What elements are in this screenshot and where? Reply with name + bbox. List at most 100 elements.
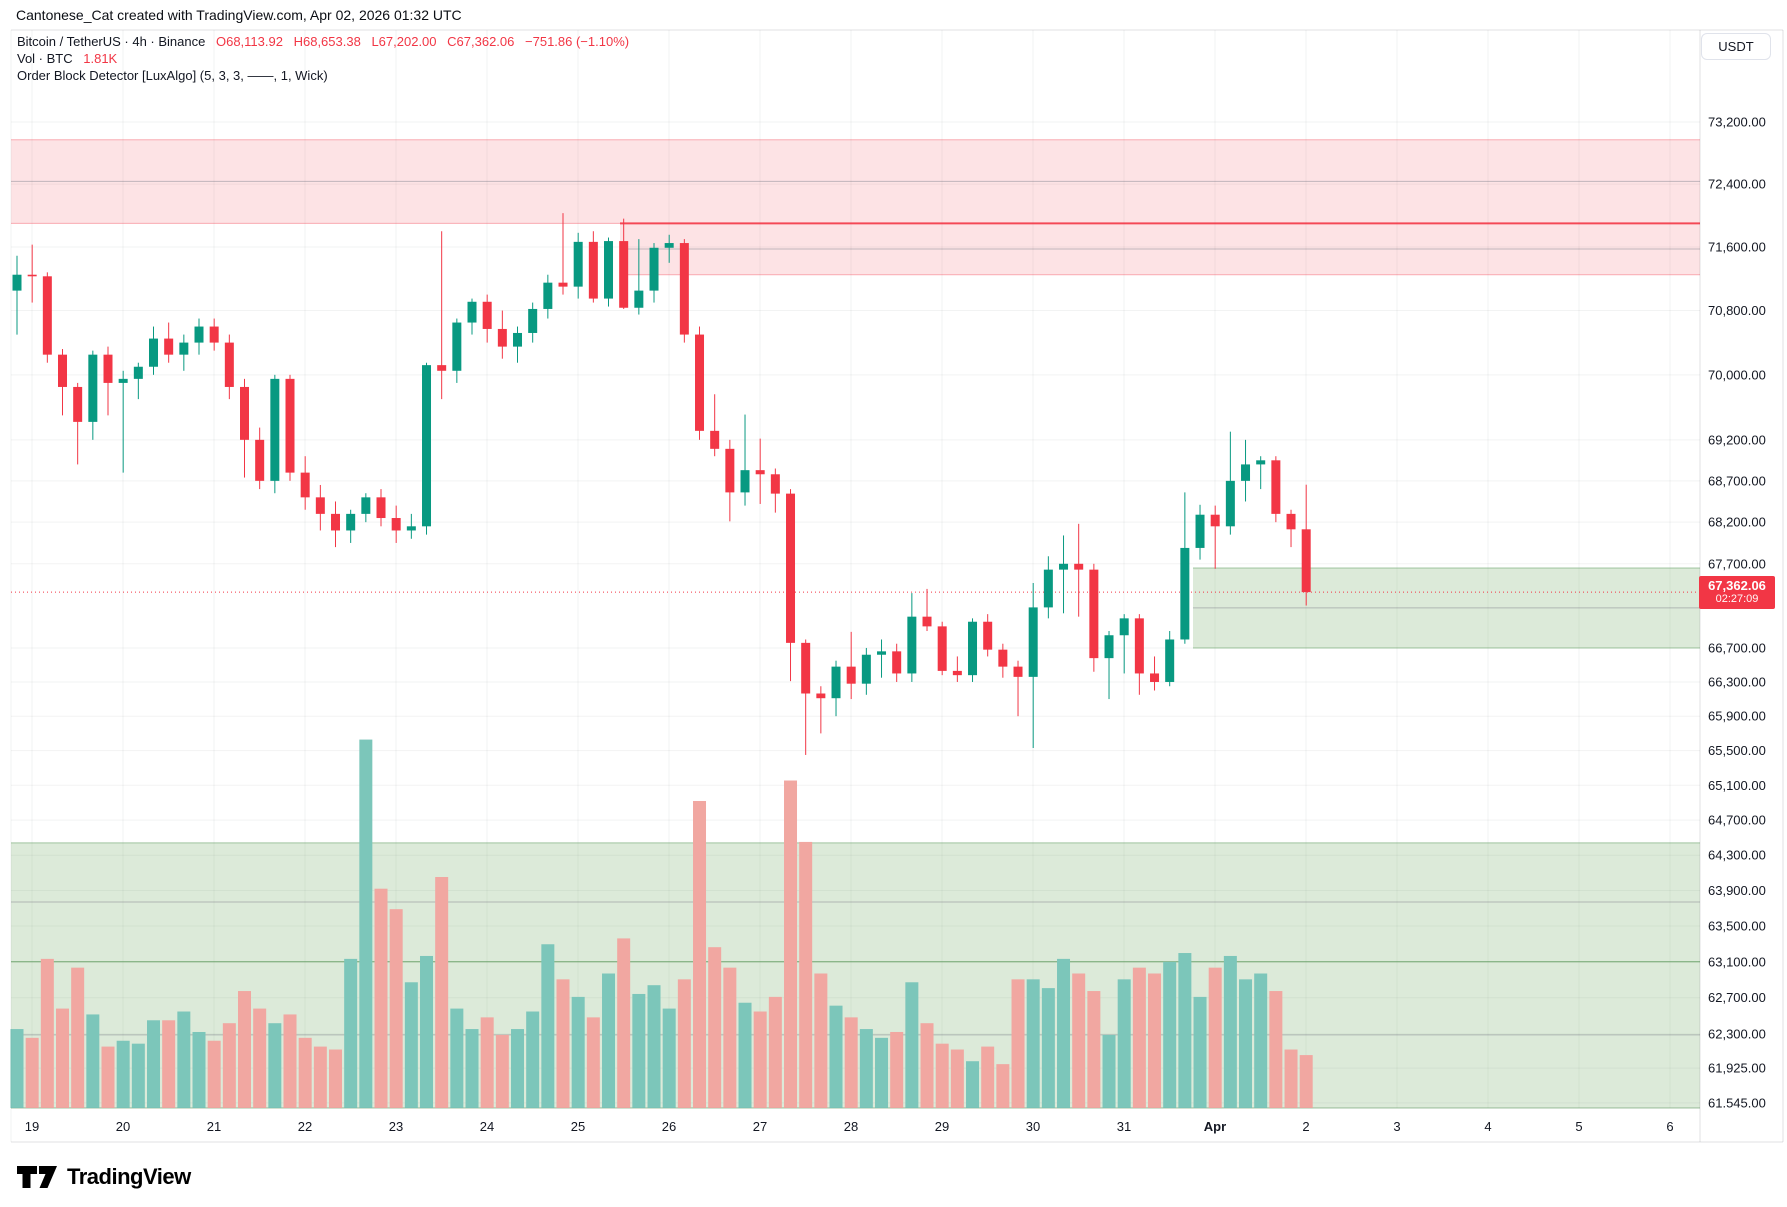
candle-body[interactable] [831,666,841,699]
candle-body[interactable] [1210,514,1220,527]
candle-body[interactable] [816,693,826,699]
candle-body[interactable] [619,241,629,308]
candle-body[interactable] [755,470,765,475]
price-axis-label[interactable]: 70,800.00 [1708,303,1766,318]
date-axis-label[interactable]: 4 [1484,1119,1491,1134]
candle-body[interactable] [1286,513,1296,530]
price-axis-label[interactable]: 70,000.00 [1708,367,1766,382]
date-axis-label[interactable]: 27 [753,1119,767,1134]
candle-body[interactable] [1043,569,1053,608]
date-axis-label[interactable]: 19 [25,1119,39,1134]
date-axis-label[interactable]: 25 [571,1119,585,1134]
candle-body[interactable] [315,497,325,514]
candle-body[interactable] [513,332,523,347]
candle-body[interactable] [1089,569,1099,659]
price-axis-label[interactable]: 73,200.00 [1708,115,1766,130]
candle-body[interactable] [149,338,159,367]
candle-body[interactable] [240,386,250,440]
price-axis-label[interactable]: 68,200.00 [1708,515,1766,530]
price-axis-label[interactable]: 66,700.00 [1708,640,1766,655]
price-axis-label[interactable]: 63,900.00 [1708,883,1766,898]
date-axis-label[interactable]: 5 [1575,1119,1582,1134]
price-axis-label[interactable]: 65,900.00 [1708,709,1766,724]
date-axis-label[interactable]: 24 [480,1119,494,1134]
volume-legend-row[interactable]: Vol · BTC 1.81K [17,50,629,67]
candle-body[interactable] [361,497,371,514]
candle-body[interactable] [1256,460,1266,465]
candle-body[interactable] [1165,639,1175,682]
candle-body[interactable] [907,616,917,674]
candle-body[interactable] [1271,460,1281,514]
date-axis-label[interactable]: 20 [116,1119,130,1134]
candle-body[interactable] [27,274,37,277]
candle-body[interactable] [42,276,52,355]
candle-body[interactable] [285,378,295,473]
currency-toggle-button[interactable]: USDT [1701,33,1771,60]
candle-body[interactable] [543,282,553,309]
date-axis-label[interactable]: Apr [1204,1119,1226,1134]
price-axis-label[interactable]: 68,700.00 [1708,473,1766,488]
candle-body[interactable] [118,378,128,383]
date-axis-label[interactable]: 29 [935,1119,949,1134]
candle-body[interactable] [1225,480,1235,527]
price-axis-label[interactable]: 63,500.00 [1708,919,1766,934]
date-axis-label[interactable]: 26 [662,1119,676,1134]
candle-body[interactable] [88,354,98,422]
date-axis-label[interactable]: 2 [1302,1119,1309,1134]
candle-body[interactable] [998,649,1008,667]
candle-body[interactable] [133,366,143,379]
candle-body[interactable] [422,365,432,527]
date-axis-label[interactable]: 23 [389,1119,403,1134]
price-axis-label[interactable]: 65,500.00 [1708,743,1766,758]
candle-body[interactable] [1195,514,1205,548]
date-axis-label[interactable]: 28 [844,1119,858,1134]
candle-body[interactable] [1074,563,1084,570]
candle-body[interactable] [1134,618,1144,674]
candle-body[interactable] [270,378,280,481]
price-axis-label[interactable]: 71,600.00 [1708,239,1766,254]
candle-body[interactable] [558,282,568,287]
candle-body[interactable] [846,666,856,684]
candle-body[interactable] [649,247,659,291]
candle-body[interactable] [1180,547,1190,640]
date-axis-label[interactable]: 6 [1666,1119,1673,1134]
price-axis-label[interactable]: 62,700.00 [1708,990,1766,1005]
candle-body[interactable] [695,334,705,431]
candle-body[interactable] [482,301,492,329]
candle-body[interactable] [725,448,735,493]
candle-body[interactable] [376,497,386,519]
tradingview-logo[interactable]: TradingView [16,1164,191,1190]
date-axis-label[interactable]: 22 [298,1119,312,1134]
last-price-badge[interactable]: 67,362.06 02:27:09 [1699,576,1775,609]
candle-body[interactable] [255,439,265,481]
candle-body[interactable] [664,243,674,248]
candle-body[interactable] [1241,464,1251,481]
candle-body[interactable] [452,322,462,371]
price-axis-label[interactable]: 65,100.00 [1708,778,1766,793]
candle-body[interactable] [877,651,887,655]
date-axis-label[interactable]: 21 [207,1119,221,1134]
candle-body[interactable] [952,670,962,676]
price-axis-label[interactable]: 72,400.00 [1708,177,1766,192]
candle-body[interactable] [1104,635,1114,659]
price-axis-label[interactable]: 67,700.00 [1708,556,1766,571]
candle-body[interactable] [406,526,416,531]
candle-body[interactable] [331,513,341,531]
candle-body[interactable] [1301,529,1311,593]
candle-body[interactable] [391,518,401,531]
candle-body[interactable] [194,326,204,343]
price-axis-label[interactable]: 61.545.00 [1708,1095,1766,1110]
candle-body[interactable] [634,290,644,308]
candle-body[interactable] [12,274,22,291]
candle-body[interactable] [1119,618,1129,636]
candle-body[interactable] [164,338,174,355]
candle-body[interactable] [300,472,310,498]
candle-body[interactable] [861,654,871,684]
price-axis-label[interactable]: 66,300.00 [1708,674,1766,689]
candle-body[interactable] [710,430,720,449]
candle-body[interactable] [968,621,978,676]
candle-body[interactable] [786,493,796,643]
candle-body[interactable] [528,308,538,333]
candle-body[interactable] [1150,673,1160,682]
candle-body[interactable] [983,621,993,650]
